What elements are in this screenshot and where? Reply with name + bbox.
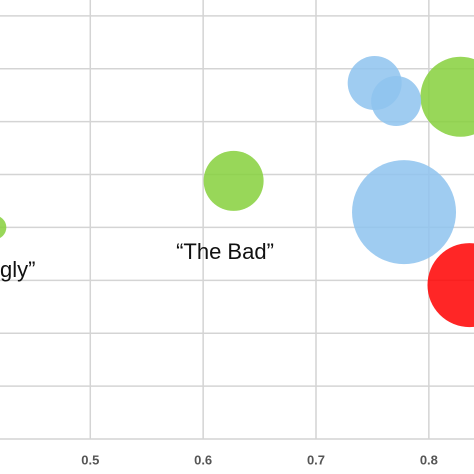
x-tick-label: 0.7 [307,452,325,467]
bubble [0,216,7,239]
bubble [420,56,474,137]
bubble [203,150,264,211]
x-tick-label: 0.5 [81,452,99,467]
bubble [427,243,474,328]
bubble [371,76,422,127]
annotation: “The Bad” [176,239,274,264]
annotation: gly” [0,257,35,282]
bubble [352,160,457,265]
x-tick-label: 0.8 [420,452,438,467]
labels: 0.5 0.6 0.7 0.8 “The Bad” gly” [0,239,438,468]
x-tick-label: 0.6 [194,452,212,467]
plot-area [0,56,474,328]
